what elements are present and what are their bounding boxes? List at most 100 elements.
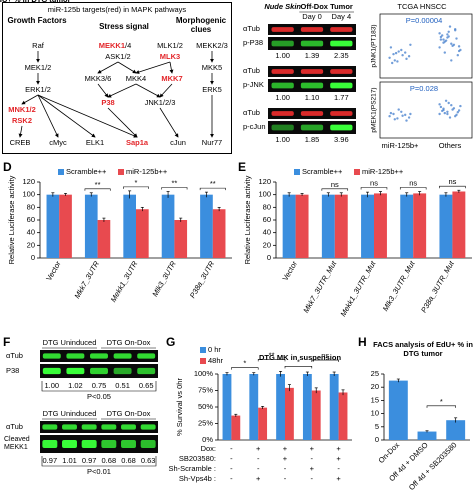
bar xyxy=(59,194,72,258)
scatter-point xyxy=(455,37,458,40)
pathway-arrow xyxy=(21,94,39,105)
bar xyxy=(276,374,285,440)
blot-value: 0.65 xyxy=(139,381,154,390)
blot-band xyxy=(66,367,85,375)
blot-band xyxy=(271,40,294,47)
scatter-point xyxy=(447,35,450,38)
bar xyxy=(212,209,226,258)
x-tick-label: P38a_3UTR xyxy=(188,259,217,300)
blot-band xyxy=(42,440,58,448)
pathway-arrow xyxy=(117,61,137,74)
bar xyxy=(388,380,408,440)
scatter-point xyxy=(447,101,450,105)
treatment-label: Sh-Vps4b : xyxy=(179,474,216,483)
treatment-sign: - xyxy=(337,464,340,473)
scatter-point xyxy=(409,112,412,116)
loading-band xyxy=(137,353,156,359)
scatter-point xyxy=(400,110,403,114)
scatter-point xyxy=(391,61,394,65)
scatter-point xyxy=(441,34,444,37)
legend-swatch xyxy=(118,169,124,175)
blot-value: 1.02 xyxy=(68,381,83,390)
treatment-sign: - xyxy=(311,454,314,463)
x-tick-label: Mlk3_3UTR xyxy=(150,259,178,298)
pathway-node: MEKK2/3 xyxy=(196,41,228,50)
scatter-point xyxy=(404,51,407,54)
treatment-sign: + xyxy=(256,444,261,453)
significance-bracket xyxy=(399,187,427,190)
bar xyxy=(446,420,466,440)
y-axis-label: Relative Luciferase activity xyxy=(243,175,252,264)
blot-band xyxy=(300,124,324,131)
significance-bracket xyxy=(311,359,339,363)
scatter-point xyxy=(448,25,452,28)
legend-swatch xyxy=(354,169,360,175)
blot-value: 0.97 xyxy=(43,456,58,465)
x-tick-label: Mlk3_3UTR_Mut xyxy=(381,259,417,313)
scatter-point xyxy=(452,107,456,110)
p-value: P=0.00004 xyxy=(406,16,443,25)
blot-value: 1.00 xyxy=(275,51,290,60)
lane-label: Day 0 xyxy=(302,12,322,21)
bar xyxy=(452,191,466,258)
blot-value: 1.85 xyxy=(305,135,320,144)
scatter-point xyxy=(438,32,441,35)
scatter-point xyxy=(405,119,408,122)
blot-value: 0.51 xyxy=(115,381,130,390)
scatter-point xyxy=(407,116,411,119)
significance-bracket xyxy=(439,185,466,189)
blot-value: 2.35 xyxy=(334,51,349,60)
loading-band xyxy=(42,424,58,430)
significance-bracket xyxy=(123,186,149,189)
x-tick-label: P38a_3UTR_Mut xyxy=(419,259,456,314)
panel-letter: H xyxy=(358,335,367,349)
scatter-point xyxy=(405,57,408,61)
blot-strip xyxy=(40,435,158,453)
blot-value: 1.10 xyxy=(305,93,320,102)
y-tick-label: 60 xyxy=(263,215,271,224)
x-tick-label: Others xyxy=(439,141,462,150)
blot-value: 0.68 xyxy=(102,456,117,465)
loading-band xyxy=(42,353,61,359)
x-tick-label: Vector xyxy=(44,259,63,282)
scatter-ylabel: pMEK1(PS217) xyxy=(371,87,378,132)
y-tick-label: 0 xyxy=(267,253,271,262)
blot-band xyxy=(113,367,132,375)
pathway-title: miR-125b targets(red) in MAPK pathways xyxy=(48,5,187,14)
scatter-point xyxy=(455,113,458,117)
x-tick-label: Mkk7_3UTR_Mut xyxy=(301,259,338,315)
scatter-point xyxy=(456,111,459,114)
blot-value: 1.00 xyxy=(44,381,59,390)
loading-band xyxy=(330,111,353,116)
scatter-point xyxy=(438,46,441,49)
loading-band xyxy=(330,27,353,32)
scatter-point xyxy=(447,30,450,33)
y-tick-label: 25% xyxy=(198,418,213,427)
significance-bracket xyxy=(257,359,286,362)
pathway-node: Sap1a xyxy=(126,138,149,147)
blot-band xyxy=(121,440,136,448)
pathway-node: /4 xyxy=(125,41,131,50)
scatter-point xyxy=(404,113,407,117)
pathway-arrow xyxy=(37,94,59,138)
legend-label: 48hr xyxy=(208,356,224,365)
pathway-arrow xyxy=(135,61,171,74)
blot-band xyxy=(90,367,108,375)
p-value: P<0.05 xyxy=(87,392,111,401)
scatter-point xyxy=(444,39,448,42)
legend-swatch xyxy=(294,169,300,175)
bar xyxy=(400,194,414,258)
y-tick-label: 20 xyxy=(263,240,271,249)
scatter-point xyxy=(389,111,393,115)
pathway-node: MKK7 xyxy=(161,74,182,83)
blot-label: p-P38 xyxy=(243,38,263,47)
treatment-sign: + xyxy=(336,444,341,453)
x-tick-label: Vector xyxy=(281,259,300,282)
loading-band xyxy=(66,353,85,359)
legend-label: Scramble++ xyxy=(302,167,343,176)
panel-letter: F xyxy=(3,335,10,349)
pathway-node: MLK3 xyxy=(160,52,180,61)
loading-band xyxy=(90,353,108,359)
treatment-sign: - xyxy=(284,474,287,483)
pathway-node: ELK1 xyxy=(86,138,104,147)
